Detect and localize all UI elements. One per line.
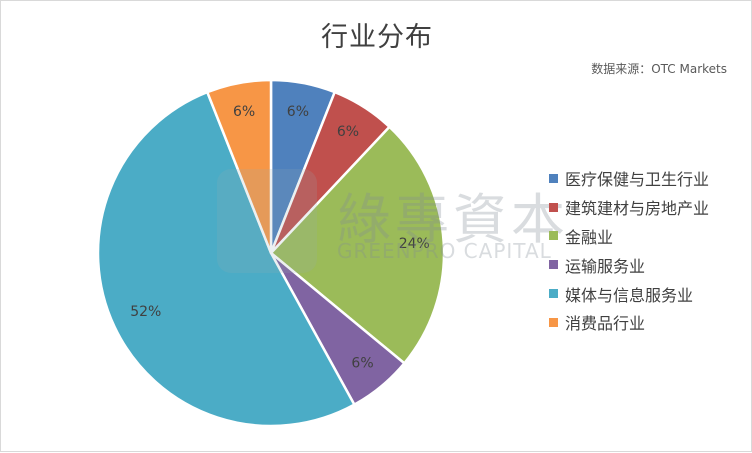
legend-label: 医疗保健与卫生行业	[565, 170, 710, 190]
chart-title: 行业分布	[321, 22, 433, 53]
legend-item: 消费品行业	[549, 308, 709, 337]
pie-slice	[96, 90, 356, 428]
legend-item: 运输服务业	[549, 250, 709, 279]
legend-swatch	[549, 231, 558, 241]
legend-label: 消费品行业	[565, 314, 646, 334]
legend-swatch	[549, 173, 558, 183]
data-label: 52%	[130, 304, 161, 320]
legend-label: 运输服务业	[565, 256, 646, 276]
legend-item: 金融业	[549, 222, 709, 251]
source-note: 数据来源：OTC Markets	[591, 62, 727, 76]
legend-swatch	[549, 289, 558, 299]
legend-item: 建筑建材与房地产业	[549, 193, 709, 222]
legend-item: 媒体与信息服务业	[549, 279, 709, 308]
data-label: 6%	[287, 104, 309, 120]
pie-slice	[206, 78, 273, 255]
data-label: 6%	[351, 356, 373, 372]
pie-slice	[269, 125, 446, 365]
data-label: 6%	[233, 104, 255, 120]
legend-swatch	[549, 317, 558, 327]
legend: 医疗保健与卫生行业 建筑建材与房地产业 金融业运输服务业媒体与信息服务业 消费品行业	[549, 164, 709, 337]
legend-item: 医疗保健与卫生行业	[549, 164, 709, 193]
legend-label: 金融业	[565, 227, 614, 247]
legend-label: 建筑建材与房地产业	[565, 199, 710, 219]
legend-label: 媒体与信息服务业	[565, 285, 694, 305]
legend-swatch	[549, 260, 558, 270]
data-label: 24%	[399, 236, 430, 252]
data-label: 6%	[337, 124, 359, 140]
legend-swatch	[549, 202, 558, 212]
